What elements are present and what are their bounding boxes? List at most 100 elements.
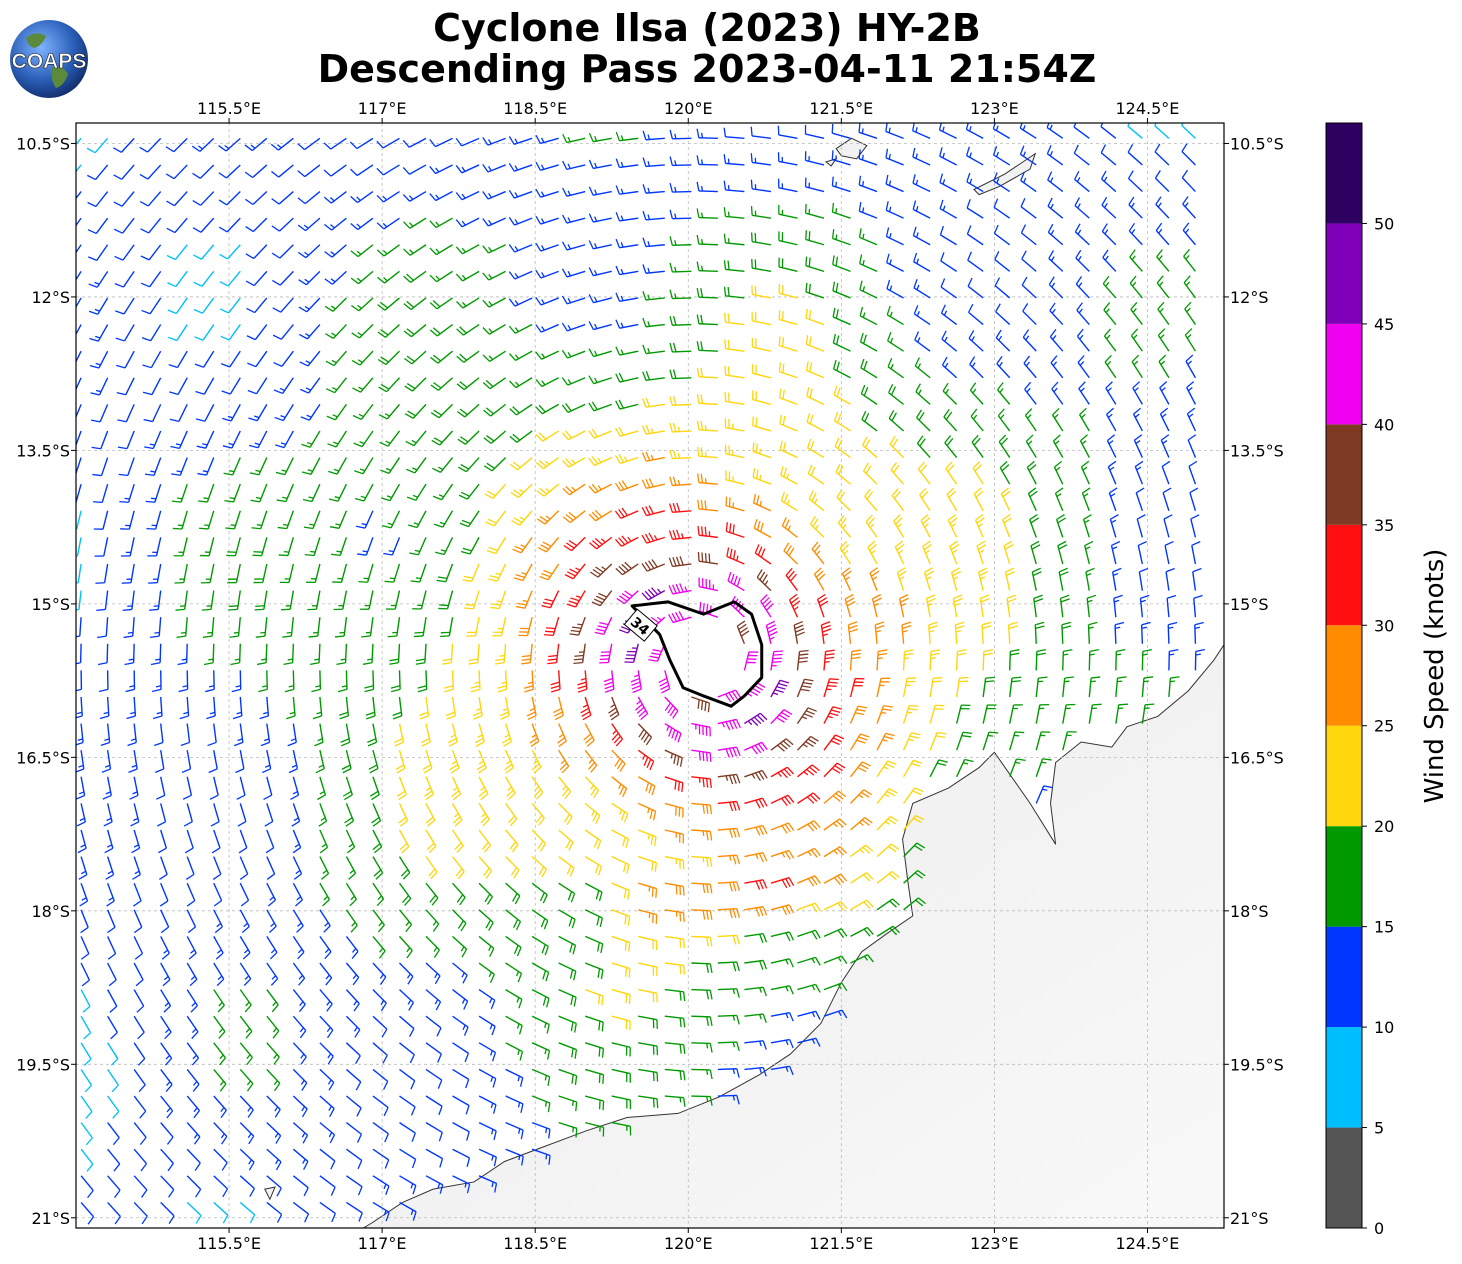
barb-feather — [357, 553, 367, 556]
barb-feather — [259, 715, 269, 720]
barb-feather — [238, 847, 248, 854]
barb-feather — [1163, 514, 1173, 520]
wind-barb — [558, 802, 573, 826]
barb-feather — [1078, 381, 1086, 389]
barb-feather — [942, 382, 949, 392]
barb-staff — [124, 350, 135, 369]
wind-barb — [459, 510, 480, 528]
barb-feather — [1101, 223, 1108, 232]
barb-feather — [971, 434, 979, 443]
wind-barb — [380, 483, 401, 502]
barb-staff — [1100, 152, 1117, 166]
barb-staff — [76, 510, 82, 530]
barb-feather — [969, 356, 976, 365]
barb-feather — [888, 384, 894, 393]
barb-feather — [236, 794, 246, 800]
wind-barb — [813, 567, 826, 591]
barb-staff — [76, 191, 82, 200]
barb-staff — [929, 651, 932, 671]
barb-half-feather — [229, 469, 235, 473]
wind-barb — [664, 722, 682, 743]
barb-feather — [1154, 123, 1157, 127]
barb-half-feather — [1195, 653, 1201, 656]
barb-half-feather — [1077, 255, 1082, 261]
barb-feather — [858, 149, 861, 159]
barb-feather — [615, 346, 621, 356]
barb-feather — [696, 420, 700, 430]
barb-feather — [377, 304, 386, 311]
wind-barb — [1033, 594, 1044, 618]
wind-barb — [460, 537, 480, 555]
wind-barb — [569, 616, 586, 636]
barb-feather — [410, 580, 420, 583]
wind-barb — [550, 670, 561, 693]
barb-feather — [912, 147, 916, 158]
barb-half-feather — [888, 127, 891, 133]
wind-barb — [993, 172, 1011, 193]
wind-barb — [902, 732, 921, 751]
wind-barb — [876, 815, 899, 831]
wind-barb — [1130, 328, 1143, 352]
barb-feather — [652, 811, 657, 821]
barb-feather — [442, 658, 452, 662]
barb-feather — [491, 603, 501, 606]
barb-half-feather — [155, 658, 161, 661]
barb-feather — [535, 406, 543, 415]
barb-feather — [425, 816, 434, 824]
barb-half-feather — [361, 523, 367, 526]
barb-feather — [885, 763, 895, 768]
barb-feather — [1055, 487, 1064, 494]
barb-feather — [402, 895, 410, 903]
barb-half-feather — [869, 523, 875, 529]
wind-barb — [562, 214, 586, 224]
barb-feather — [155, 768, 165, 773]
barb-feather — [808, 257, 811, 267]
wind-barb — [1133, 434, 1144, 458]
barb-feather — [87, 174, 96, 181]
barb-feather — [245, 225, 254, 233]
barb-feather — [778, 388, 782, 398]
wind-barb — [1076, 328, 1090, 352]
barb-staff — [213, 803, 220, 822]
barb-half-feather — [1081, 413, 1086, 419]
barb-feather — [86, 147, 96, 154]
barb-half-feather — [541, 326, 546, 332]
barb-feather — [638, 709, 647, 718]
barb-feather — [524, 688, 534, 693]
barb-feather — [898, 570, 907, 577]
wind-barb — [76, 670, 83, 692]
barb-feather — [962, 731, 973, 735]
barb-feather — [674, 780, 677, 790]
barb-feather — [206, 715, 216, 720]
wind-barb — [850, 844, 874, 858]
barb-feather — [784, 823, 791, 833]
barb-feather — [648, 505, 654, 515]
barb-half-feather — [610, 704, 616, 708]
barb-feather — [561, 295, 568, 305]
wind-barb — [584, 855, 603, 876]
wind-barb — [174, 563, 188, 584]
barb-feather — [326, 388, 335, 394]
wind-barb — [77, 829, 87, 854]
wind-barb — [1035, 731, 1051, 751]
barb-feather — [533, 766, 542, 774]
barb-feather — [855, 712, 865, 716]
barb-feather — [328, 498, 339, 502]
wind-barb — [831, 176, 851, 193]
barb-feather — [739, 627, 748, 634]
barb-half-feather — [842, 523, 847, 529]
barb-feather — [97, 635, 107, 639]
barb-half-feather — [81, 897, 87, 901]
wind-barb — [1077, 355, 1090, 379]
barb-feather — [380, 383, 390, 390]
barb-feather — [140, 255, 150, 261]
barb-feather — [168, 336, 178, 342]
barb-half-feather — [208, 685, 215, 688]
barb-feather — [860, 791, 870, 798]
wind-barb — [691, 829, 713, 841]
barb-feather — [323, 196, 332, 204]
barb-feather — [220, 308, 229, 314]
barb-feather — [1016, 758, 1026, 762]
wind-barb — [209, 776, 219, 800]
barb-feather — [935, 735, 945, 738]
